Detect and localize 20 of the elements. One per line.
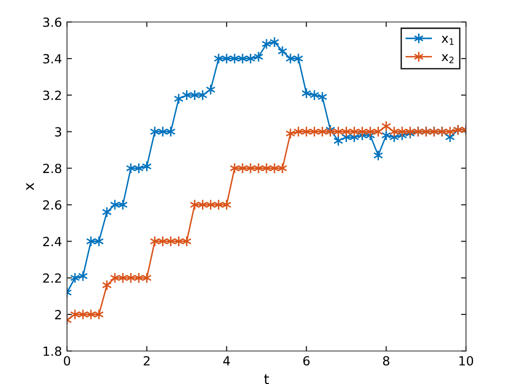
y-tick-label: 2.8	[43, 164, 62, 174]
y-tick-label: 3.2	[43, 90, 61, 100]
y-tick-label: 1.8	[44, 346, 62, 356]
y-axis-title: x	[26, 182, 34, 190]
x-tick-label: 4	[223, 356, 230, 366]
x-tick-label: 8	[383, 356, 390, 366]
y-tick-label: 2	[55, 310, 61, 320]
y-tick-label: 3.6	[43, 17, 62, 27]
x-tick-label: 10	[459, 356, 474, 366]
x-axis-title: t	[264, 374, 269, 384]
x-tick-label: 6	[303, 356, 310, 366]
legend-label: x$_{2}$	[442, 54, 454, 64]
x-tick-label: 0	[64, 356, 70, 366]
y-tick-label: 3.4	[43, 54, 62, 64]
y-tick-label: 2.6	[43, 200, 62, 210]
y-tick-label: 2.2	[43, 273, 61, 283]
legend-label: x$_{1}$	[442, 36, 454, 45]
x-tick-label: 2	[144, 356, 150, 366]
y-tick-label: 2.4	[43, 236, 62, 246]
y-tick-label: 3	[55, 127, 62, 137]
